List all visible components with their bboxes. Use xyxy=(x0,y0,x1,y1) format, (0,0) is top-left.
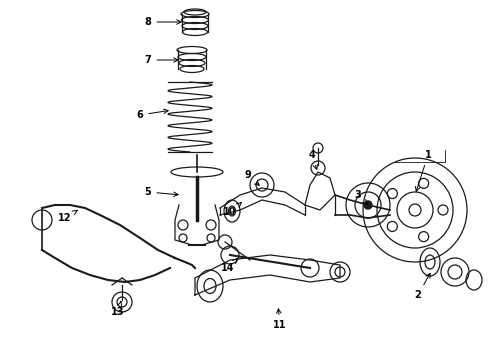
Text: 12: 12 xyxy=(58,211,77,223)
Text: 8: 8 xyxy=(145,17,181,27)
Text: 6: 6 xyxy=(137,109,168,120)
Text: 14: 14 xyxy=(221,258,238,273)
Text: 11: 11 xyxy=(273,309,287,330)
Text: 10: 10 xyxy=(223,202,242,217)
Circle shape xyxy=(364,201,372,209)
Text: 5: 5 xyxy=(145,187,178,197)
Text: 1: 1 xyxy=(416,150,431,191)
Text: 2: 2 xyxy=(415,273,430,300)
Text: 13: 13 xyxy=(111,301,125,317)
Text: 9: 9 xyxy=(245,170,259,185)
Text: 3: 3 xyxy=(355,190,367,204)
Text: 7: 7 xyxy=(145,55,178,65)
Text: 4: 4 xyxy=(309,150,318,169)
